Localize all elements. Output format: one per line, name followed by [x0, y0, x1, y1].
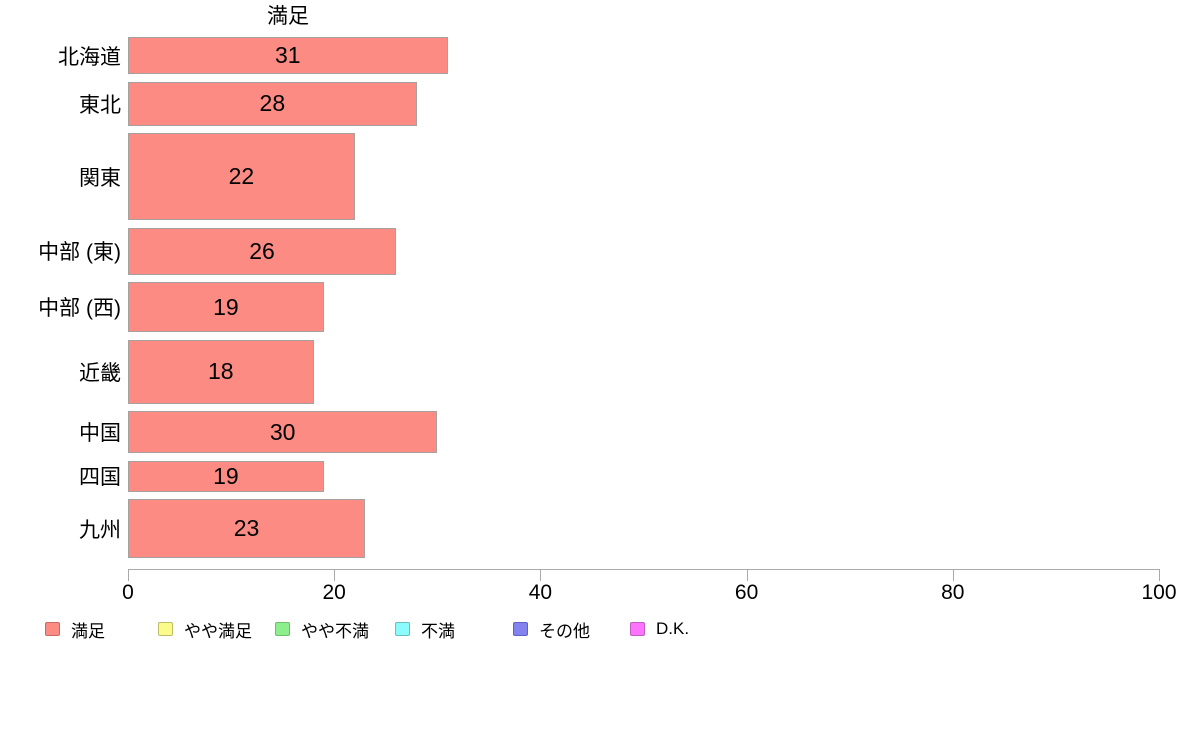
- legend-item: その他: [513, 620, 590, 641]
- legend-label: やや不満: [301, 621, 369, 641]
- category-label: 近畿: [79, 361, 121, 385]
- category-label: 四国: [79, 466, 121, 489]
- x-axis-tick: [746, 569, 748, 581]
- legend-item: 不満: [395, 620, 455, 641]
- category-label: 中国: [79, 422, 121, 445]
- bar: 19: [128, 282, 324, 332]
- category-label: 中部 (西): [38, 297, 121, 320]
- chart-title: 満足: [267, 5, 309, 28]
- x-axis-tick-label: 80: [941, 581, 965, 604]
- legend-label: D.K.: [656, 619, 690, 638]
- bar: 18: [128, 339, 314, 404]
- legend-swatch-icon: [513, 622, 528, 636]
- legend-label: 満足: [71, 621, 105, 641]
- bar: 23: [128, 499, 366, 558]
- category-label: 北海道: [58, 45, 121, 69]
- legend-swatch-icon: [630, 622, 645, 636]
- legend-label: やや満足: [184, 621, 252, 641]
- x-axis-tick-label: 40: [528, 581, 553, 604]
- bar-value-label: 28: [259, 90, 286, 116]
- bar-value-label: 23: [233, 515, 260, 541]
- legend-item: やや不満: [275, 620, 369, 641]
- legend-swatch-icon: [395, 622, 410, 636]
- legend-swatch-icon: [275, 622, 290, 636]
- legend-item: D.K.: [630, 619, 690, 638]
- x-axis-tick-label: 0: [122, 581, 134, 604]
- bar-value-label: 18: [207, 358, 234, 384]
- legend-item: 満足: [45, 620, 105, 641]
- bar: 30: [128, 411, 438, 453]
- bar: 19: [128, 460, 324, 492]
- category-label: 関東: [79, 166, 121, 190]
- x-axis-tick: [128, 569, 129, 581]
- x-axis-tick-label: 20: [322, 581, 346, 604]
- x-axis-tick-label: 100: [1141, 581, 1177, 604]
- bar-value-label: 31: [275, 42, 301, 68]
- x-axis-tick-label: 60: [734, 581, 759, 604]
- x-axis-tick: [1159, 569, 1160, 581]
- category-label: 東北: [79, 93, 121, 117]
- bar: 22: [128, 133, 355, 220]
- bar-value-label: 19: [213, 293, 239, 320]
- category-label: 中部 (東): [38, 241, 121, 264]
- x-axis-tick: [334, 569, 336, 581]
- bar: 26: [128, 227, 397, 275]
- bar-value-label: 22: [228, 163, 255, 189]
- legend-swatch-icon: [45, 622, 60, 636]
- bar-value-label: 19: [213, 462, 239, 489]
- bar-value-label: 26: [249, 237, 275, 264]
- category-label: 九州: [79, 518, 121, 542]
- x-axis-tick: [540, 569, 542, 581]
- legend-label: その他: [539, 621, 590, 641]
- legend-swatch-icon: [158, 622, 173, 636]
- legend-item: やや満足: [158, 620, 252, 641]
- x-axis-tick: [952, 569, 954, 581]
- bar: 28: [128, 81, 417, 126]
- x-axis-line: [128, 569, 1159, 570]
- legend-label: 不満: [421, 621, 455, 641]
- bar-value-label: 30: [269, 418, 296, 445]
- bar: 31: [128, 37, 448, 74]
